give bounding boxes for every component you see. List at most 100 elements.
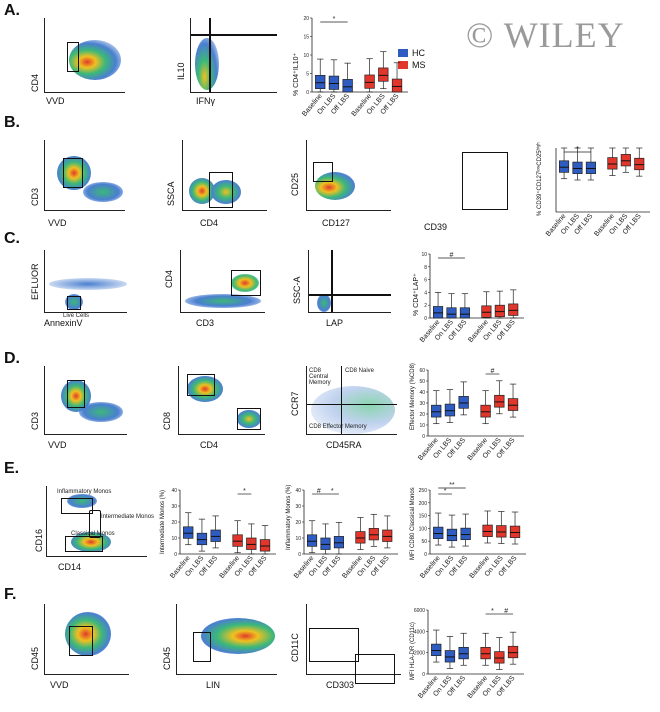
flow-d2-xlabel: CD4 xyxy=(200,440,219,450)
boxplot-box xyxy=(333,536,344,549)
boxplot-box xyxy=(446,307,457,319)
boxplot-box xyxy=(460,527,471,541)
boxplot-y-tick-label: 0 xyxy=(174,552,177,558)
boxplot-box xyxy=(259,539,271,552)
boxplot-e1-ylabel: Intermediate Monos (%) xyxy=(160,489,166,554)
panel-letter-d: D. xyxy=(4,350,20,367)
boxplot-d-ylabel: Effector Memory (%CD8) xyxy=(410,363,416,430)
boxplot-box xyxy=(444,650,456,663)
boxplot-y-tick-label: 0 xyxy=(424,552,427,558)
boxplot-y-tick-label: 10 xyxy=(421,252,427,258)
boxplot-y-tick-label: 40 xyxy=(171,488,177,494)
cell-cloud xyxy=(71,532,111,552)
boxplot-box xyxy=(494,304,505,318)
boxplot-y-tick-label: 0 xyxy=(298,552,301,558)
boxplot-box xyxy=(320,537,331,550)
cell-cloud xyxy=(69,40,121,80)
boxplot-box xyxy=(433,306,444,319)
boxplot-box xyxy=(232,534,243,547)
cell-cloud xyxy=(189,178,215,204)
boxplot-y-tick-label: 150 xyxy=(419,514,428,520)
boxplot-y-tick-label: 20 xyxy=(171,520,177,526)
boxplot-y-tick-label: 2 xyxy=(424,303,427,309)
boxplot-box xyxy=(431,643,442,657)
cell-cloud xyxy=(317,294,331,312)
gate-box xyxy=(69,626,93,656)
boxplot-y-tick-label: 20 xyxy=(419,412,425,418)
boxplot-y-tick-label: 2000 xyxy=(414,651,425,657)
boxplot-e2-ylabel: Inflammatory Monos (%) xyxy=(286,484,292,550)
boxplot-y-tick-label: 200 xyxy=(419,501,428,507)
gate-box xyxy=(67,380,85,408)
flow-plot-d1 xyxy=(44,366,127,435)
boxplot-box xyxy=(620,154,631,167)
boxplot-box xyxy=(246,537,257,550)
gate-box xyxy=(231,270,261,296)
legend-ms-label: MS xyxy=(412,60,426,70)
boxplot-c-ylabel: % CD4⁺LAP⁺ xyxy=(413,273,420,316)
flow-plot-b1 xyxy=(44,140,125,211)
boxplot-f-ylabel: MFI HLA-DR (CD11c) xyxy=(410,622,416,680)
flow-plot-b3 xyxy=(306,140,391,211)
flow-plot-c1: Live Cells xyxy=(44,250,127,319)
flow-plot-b4 xyxy=(430,140,514,210)
cell-cloud xyxy=(201,618,275,654)
flow-d3-xlabel: CD45RA xyxy=(326,440,362,450)
boxplot-box xyxy=(431,404,442,418)
boxplot-y-tick-label: 10 xyxy=(295,536,301,542)
panel-letter-f: F. xyxy=(4,586,17,603)
boxplot-y-tick-label: 6 xyxy=(424,278,427,284)
boxplot-box xyxy=(572,161,583,174)
boxplot-y-tick-label: 4 xyxy=(424,290,427,296)
flow-plot-b2 xyxy=(182,140,267,211)
legend-hc-label: HC xyxy=(412,48,425,58)
cell-cloud xyxy=(195,38,219,90)
panel-letter-c: C. xyxy=(4,230,20,247)
wiley-watermark: © WILEY xyxy=(466,15,625,55)
flow-plot-f1 xyxy=(44,604,129,675)
flow-f3-xlabel: CD303 xyxy=(326,680,355,690)
cell-cloud xyxy=(65,294,83,310)
gate-box xyxy=(309,628,359,662)
boxplot-y-tick-label: 20 xyxy=(303,16,309,22)
quadrant-vline xyxy=(341,366,342,434)
boxplot-box xyxy=(382,529,393,542)
boxplot-y-tick-label: 8 xyxy=(424,265,427,271)
gate-box xyxy=(67,296,81,310)
flow-plot-e1: Inflammatory Monos Intermediate Monos Cl… xyxy=(46,486,154,557)
flow-plot-a2 xyxy=(190,18,277,93)
boxplot-a-ylabel: % CD4⁺IL10⁺ xyxy=(293,52,300,96)
flow-b1-xlabel: VVD xyxy=(48,218,67,228)
panel-letter-b: B. xyxy=(4,114,20,131)
quadrant-hline xyxy=(307,404,397,405)
boxplot-y-tick-label: 100 xyxy=(419,526,428,532)
significance-marker: # xyxy=(450,252,454,259)
flow-b4-xlabel: CD39 xyxy=(424,222,448,232)
boxplot-box xyxy=(433,526,444,539)
boxplot-box xyxy=(328,75,340,90)
cell-cloud xyxy=(311,386,395,434)
cell-cloud xyxy=(231,274,259,292)
boxplot-y-tick-label: 30 xyxy=(171,504,177,510)
boxplot-y-tick-label: 40 xyxy=(419,390,425,396)
flow-b2-xlabel: CD4 xyxy=(200,218,219,228)
boxplot-box xyxy=(607,157,618,170)
cell-cloud xyxy=(65,612,111,656)
panel-letter-e: E. xyxy=(4,460,20,477)
legend-ms: MS xyxy=(398,60,426,70)
boxplot-box xyxy=(494,651,505,664)
boxplot-box xyxy=(368,528,379,541)
gate-box xyxy=(462,152,508,210)
cell-cloud xyxy=(187,376,223,402)
significance-marker: * xyxy=(243,488,246,495)
flow-b3-xlabel: CD127 xyxy=(322,218,351,228)
boxplot-box xyxy=(342,79,353,93)
boxplot-y-tick-label: 30 xyxy=(419,401,425,407)
cell-cloud xyxy=(315,172,355,200)
boxplot-box xyxy=(507,645,519,659)
boxplot-y-tick-label: 10 xyxy=(171,536,177,542)
gate-label-classical: Classical Monos xyxy=(71,531,115,537)
boxplot-y-tick-label: 15 xyxy=(303,35,309,41)
cell-cloud xyxy=(79,402,123,422)
significance-marker: * xyxy=(333,16,336,23)
